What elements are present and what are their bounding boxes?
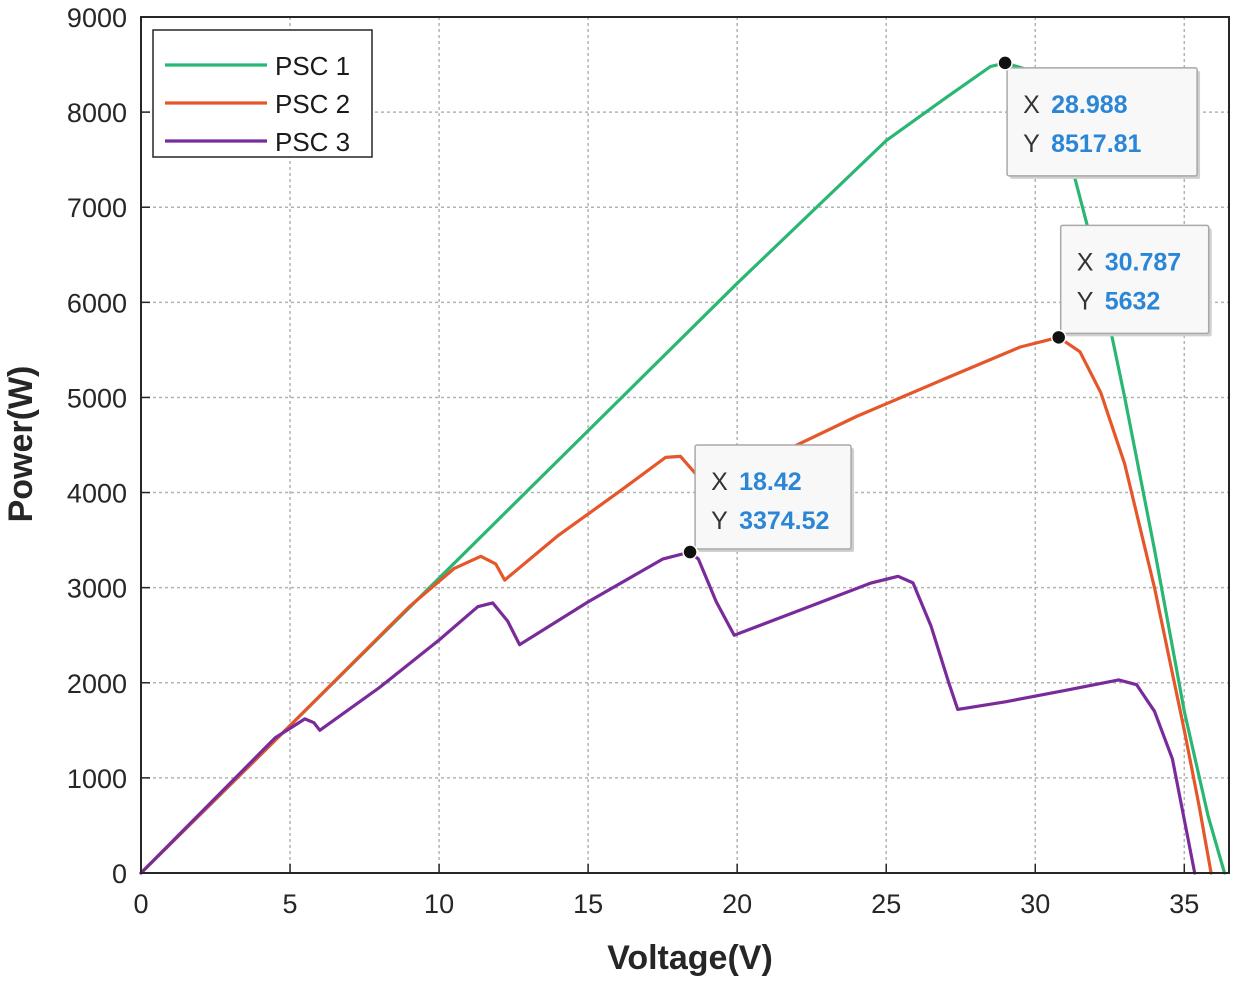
x-tick-label: 5: [283, 889, 298, 919]
legend-item[interactable]: PSC 1: [165, 51, 350, 81]
y-tick-label: 3000: [67, 574, 127, 604]
datatip-marker: [997, 55, 1013, 71]
datatip-y-key: Y: [1023, 130, 1040, 158]
x-axis-title: Voltage(V): [607, 939, 773, 977]
x-tick-label: 0: [133, 889, 148, 919]
y-tick-label: 6000: [67, 288, 127, 318]
legend-label: PSC 1: [275, 51, 350, 81]
series-line-psc-3: [139, 550, 1197, 875]
legend-box[interactable]: [152, 29, 373, 158]
legend-item[interactable]: PSC 2: [165, 89, 350, 119]
y-tick-label: 7000: [67, 193, 127, 223]
legend-item[interactable]: PSC 3: [165, 127, 350, 157]
datatip-marker: [1050, 329, 1067, 346]
plot-frame: [140, 16, 1230, 874]
x-tick-label: 35: [1169, 889, 1199, 919]
y-tick-label: 2000: [67, 669, 127, 699]
datatip-x-value: 30.787: [1105, 248, 1181, 276]
y-tick-label: 5000: [67, 383, 127, 413]
legend-label: PSC 2: [275, 89, 350, 119]
datatips: X 28.988 Y 8517.81 X 30.787 Y 5632 X 18.42 Y 3374.5…: [682, 55, 1212, 560]
y-axis-title: Power(W): [2, 366, 40, 523]
y-tick-label: 8000: [67, 98, 127, 128]
datatip-x-key: X: [711, 468, 728, 496]
y-tick-label: 0: [112, 859, 127, 889]
x-tick-label: 25: [871, 889, 901, 919]
y-tick-label: 1000: [67, 764, 127, 794]
series-line-psc-1: [139, 61, 1227, 875]
datatip: X 18.42 Y 3374.52: [682, 444, 855, 560]
datatip-x-key: X: [1023, 91, 1040, 119]
datatip-x-value: 18.42: [739, 468, 802, 496]
datatip-x-key: X: [1077, 248, 1094, 276]
datatip-x-value: 28.988: [1051, 91, 1128, 119]
datatip-y-value: 3374.52: [739, 507, 829, 535]
y-tick-label: 9000: [67, 3, 127, 33]
datatip-y-key: Y: [1077, 287, 1094, 315]
x-tick-label: 15: [573, 889, 603, 919]
x-tick-label: 10: [424, 889, 454, 919]
datatip-y-key: Y: [711, 507, 728, 535]
datatip-box: [1059, 224, 1210, 335]
datatip-box: [1006, 67, 1198, 177]
y-tick-label: 4000: [67, 479, 127, 509]
datatip-y-value: 5632: [1105, 287, 1161, 315]
legend[interactable]: PSC 1 PSC 2 PSC 3: [152, 29, 373, 158]
datatip: X 28.988 Y 8517.81: [997, 55, 1201, 179]
datatip-marker: [682, 544, 698, 560]
x-tick-label: 30: [1020, 889, 1050, 919]
x-tick-label: 20: [722, 889, 752, 919]
ticks: 0 5 10 15 20 25 30 35 0 1000 2000 3000 4000 5000 6000 7…: [67, 3, 1199, 919]
datatip-y-value: 8517.81: [1051, 130, 1141, 158]
datatip: X 30.787 Y 5632: [1050, 224, 1212, 346]
legend-label: PSC 3: [275, 127, 350, 157]
datatip-box: [694, 444, 852, 550]
